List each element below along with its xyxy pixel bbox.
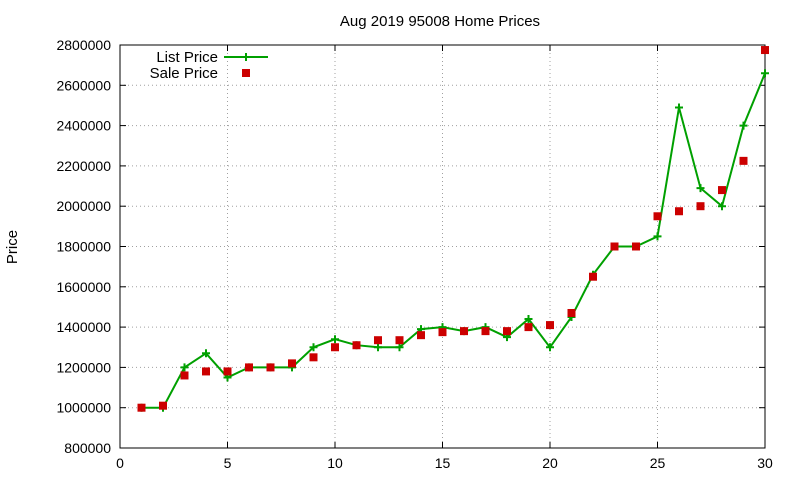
data-point-marker [309,353,318,362]
x-tick-label: 15 [435,455,451,471]
y-tick-label: 2200000 [56,158,111,174]
x-tick-label: 25 [650,455,666,471]
data-point-marker [589,272,597,281]
data-point-marker [761,69,769,78]
ticks: 800000 1000000 1200000 1400000 1600000 180000… [56,37,773,471]
data-point-marker [374,336,382,345]
data-point-marker [653,232,662,241]
y-tick-label: 1000000 [56,400,111,416]
data-point-marker [395,336,404,345]
data-point-marker [696,184,705,193]
data-point-marker [202,367,210,376]
y-tick-label: 2600000 [56,77,111,93]
data-point-marker [739,121,748,130]
data-point-marker [675,207,683,216]
data-point-marker [718,202,726,211]
legend-label: List Price [156,49,218,66]
x-tick-label: 30 [757,455,773,471]
x-tick-label: 5 [224,455,232,471]
x-tick-label: 20 [542,455,558,471]
data-point-marker [610,242,619,251]
data-point-marker [739,156,748,165]
data-point-marker [137,403,146,412]
y-tick-label: 800000 [64,440,111,456]
y-tick-label: 2400000 [56,118,111,134]
data-point-marker [331,335,339,344]
chart-title: Aug 2019 95008 Home Prices [340,13,540,30]
data-point-marker [653,212,662,221]
y-tick-label: 1400000 [56,319,111,335]
data-point-marker [696,202,705,211]
data-point-marker [180,363,189,372]
data-point-marker [481,327,490,336]
y-tick-label: 1600000 [56,279,111,295]
data-point-marker [288,359,296,368]
data-point-marker [417,331,425,340]
legend-item: Sale Price [150,65,250,82]
series-sale-price [137,46,769,412]
legend-swatch-marker [242,69,250,77]
legend-label: Sale Price [150,65,218,82]
data-point-marker [352,341,361,350]
data-series [137,46,769,412]
data-point-marker [524,315,533,324]
data-point-marker [245,363,253,372]
data-point-marker [374,343,382,352]
data-point-marker [567,308,576,317]
data-point-marker [180,371,189,380]
data-point-marker [395,343,404,352]
y-tick-label: 2800000 [56,37,111,53]
data-point-marker [675,103,683,112]
legend-item: List Price [156,49,268,66]
data-point-marker [546,343,554,352]
data-point-marker [460,327,468,336]
data-point-marker [632,242,640,251]
data-point-marker [503,327,511,336]
data-point-marker [761,46,769,55]
data-point-marker [202,349,210,358]
data-point-marker [266,363,275,372]
data-point-marker [309,343,318,352]
y-tick-label: 2000000 [56,198,111,214]
y-tick-label: 1800000 [56,239,111,255]
data-point-marker [438,328,447,337]
x-tick-label: 10 [327,455,343,471]
data-point-marker [223,367,232,376]
data-point-marker [546,321,554,330]
legend-swatch-marker [242,53,250,61]
y-tick-label: 1200000 [56,359,111,375]
x-tick-label: 0 [116,455,124,471]
data-point-marker [718,186,726,195]
data-point-marker [524,323,533,332]
data-point-marker [159,401,167,410]
data-point-marker [331,343,339,352]
y-axis-label: Price [4,230,21,264]
